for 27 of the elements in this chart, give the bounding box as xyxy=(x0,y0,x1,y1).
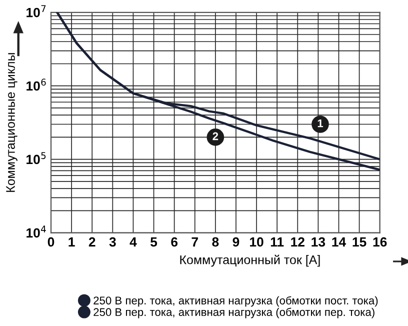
y-tick-label: 10$^{5}$ xyxy=(26,152,46,164)
legend-label: 250 В пер. тока, активная нагрузка (обмотки пер. тока) xyxy=(94,308,374,318)
x-tick-label: 8 xyxy=(212,237,219,247)
x-tick-label: 13 xyxy=(312,237,326,247)
x-tick-label: 5 xyxy=(150,237,158,247)
x-tick-label: 16 xyxy=(373,237,387,247)
x-tick-label: 1 xyxy=(68,237,75,246)
x-tick-label: 4 xyxy=(130,237,137,246)
x-axis-title: Коммутационный ток [A] xyxy=(180,254,320,267)
x-tick-label: 14 xyxy=(332,237,346,246)
x-tick-label: 7 xyxy=(192,237,198,246)
x-tick-label: 12 xyxy=(291,237,304,246)
x-tick-label: 2 xyxy=(88,237,96,246)
annotation: 2 xyxy=(212,132,218,140)
x-tick-label: 0 xyxy=(48,237,54,247)
annotation: 1 xyxy=(318,119,324,128)
legend-label: 250 В пер. тока, активная нагрузка (обмотки пост. тока) xyxy=(94,296,378,307)
y-tick-label: 10$^{4}$ xyxy=(26,226,46,238)
x-tick-label: 9 xyxy=(232,237,240,247)
x-tick-label: 10 xyxy=(250,237,264,247)
x-tick-label: 6 xyxy=(171,237,178,247)
y-tick-label: 10$^{7}$ xyxy=(26,5,46,18)
x-tick-label: 15 xyxy=(352,237,366,247)
x-tick-label: 11 xyxy=(270,237,284,246)
y-tick-label: 10$^{6}$ xyxy=(26,78,46,91)
y-axis-title: Коммутационные циклы xyxy=(6,53,18,192)
x-tick-label: 3 xyxy=(109,237,116,247)
